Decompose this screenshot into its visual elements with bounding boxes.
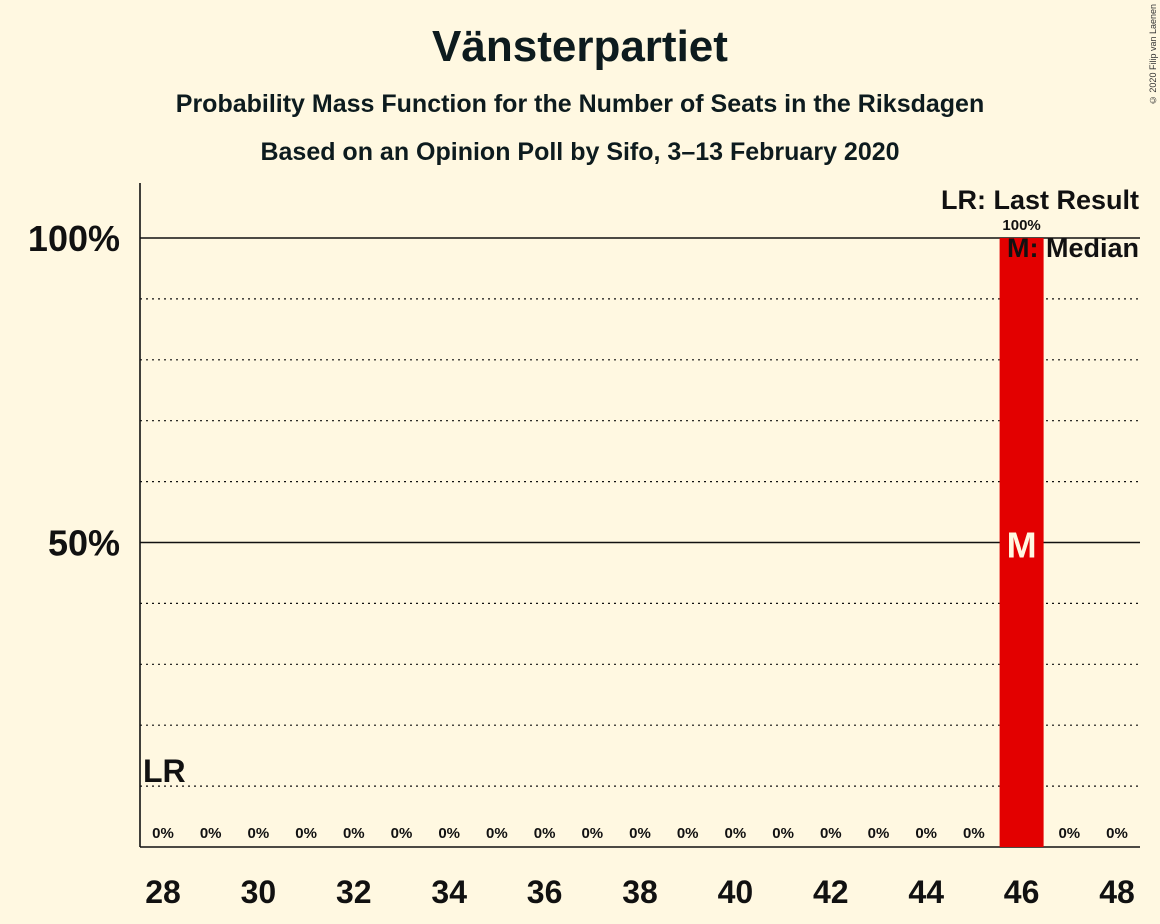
bar-value-label: 0% [534, 825, 556, 842]
chart-subtitle: Probability Mass Function for the Number… [175, 90, 985, 118]
bar-value-label: 0% [486, 825, 508, 842]
x-tick-label: 42 [813, 874, 849, 910]
y-tick-label: 100% [28, 218, 120, 259]
x-tick-label: 44 [908, 874, 944, 910]
bar-value-label: 0% [295, 825, 317, 842]
bar [999, 238, 1044, 847]
chart-title: Vänsterpartiet [432, 22, 728, 71]
bar-value-label: 0% [581, 825, 603, 842]
chart-source: Based on an Opinion Poll by Sifo, 3–13 F… [260, 138, 900, 166]
bar-value-label: 0% [343, 825, 365, 842]
bar-value-label: 0% [200, 825, 222, 842]
median-marker: M [1007, 525, 1037, 566]
x-tick-label: 32 [336, 874, 372, 910]
bar-value-label: 0% [391, 825, 413, 842]
x-tick-label: 46 [1004, 874, 1040, 910]
bar-value-label: 0% [677, 825, 699, 842]
x-tick-label: 28 [145, 874, 181, 910]
x-tick-label: 48 [1099, 874, 1135, 910]
y-tick-label: 50% [48, 523, 120, 564]
bar-value-label: 0% [915, 825, 937, 842]
legend-last-result: LR: Last Result [941, 185, 1139, 215]
bar-value-label: 0% [772, 825, 794, 842]
x-tick-label: 30 [241, 874, 277, 910]
bar-value-label: 0% [248, 825, 270, 842]
bar-value-label: 0% [725, 825, 747, 842]
bar-value-label: 0% [629, 825, 651, 842]
x-tick-label: 36 [527, 874, 563, 910]
bar-value-label: 0% [1058, 825, 1080, 842]
bar-value-label: 0% [820, 825, 842, 842]
x-tick-label: 38 [622, 874, 658, 910]
bar-value-label: 0% [1106, 825, 1128, 842]
bar-value-label: 100% [1002, 217, 1040, 234]
x-tick-label: 34 [431, 874, 467, 910]
x-tick-label: 40 [718, 874, 754, 910]
bar-value-label: 0% [868, 825, 890, 842]
bar-value-label: 0% [152, 825, 174, 842]
last-result-marker: LR [143, 753, 186, 789]
legend-median: M: Median [1007, 233, 1139, 263]
bar-value-label: 0% [438, 825, 460, 842]
bar-value-label: 0% [963, 825, 985, 842]
